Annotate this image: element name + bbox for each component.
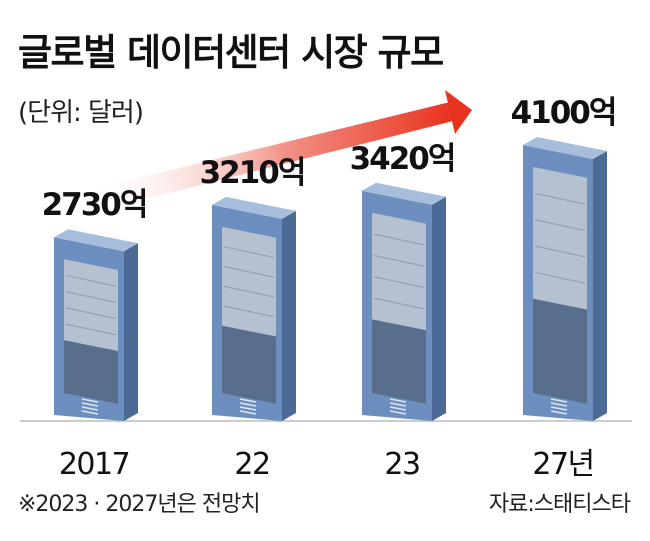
rack-shelf [223, 265, 275, 278]
rack-shelf [534, 219, 586, 232]
value-label-3: 4100억 [511, 95, 616, 131]
source-note: 자료:스태티스타 [488, 492, 631, 517]
footnote: ※2023 · 2027년은 전망치 [18, 492, 261, 517]
category-label-3: 27년 [532, 447, 593, 482]
rack-shelf [65, 291, 117, 303]
rack-side [593, 151, 607, 421]
category-label-0: 2017 [59, 447, 129, 482]
rack-shelf [65, 274, 117, 287]
rack-door-lower [372, 319, 426, 404]
rack-shelf [373, 297, 425, 310]
rack-vent [389, 402, 407, 407]
value-label-2: 3420억 [350, 141, 455, 177]
bar-rack-3 [523, 137, 607, 421]
rack-side [282, 210, 296, 421]
rack-shelf [373, 254, 425, 267]
bar-rack-2 [362, 182, 446, 421]
unit-label: (단위: 달러) [18, 98, 144, 128]
rack-top [523, 137, 607, 159]
category-label-2: 23 [384, 447, 419, 482]
rack-top [54, 229, 138, 252]
bar-rack-1 [212, 196, 296, 421]
rack-vent [389, 410, 407, 415]
bar-rack-0 [54, 229, 138, 421]
rack-shelf [373, 276, 425, 289]
rack-vent [550, 402, 568, 407]
rack-shelf [223, 305, 275, 318]
rack-vent [239, 398, 257, 403]
rack-door-lower [64, 340, 118, 404]
rack-door-glass [372, 212, 426, 331]
value-label-1: 3210억 [200, 155, 305, 191]
category-label-1: 22 [234, 447, 269, 482]
rack-vent [550, 406, 568, 411]
rack-vent [550, 398, 568, 403]
rack-shelf [65, 307, 117, 320]
rack-shelf [534, 245, 586, 258]
rack-vent [389, 398, 407, 403]
rack-door-glass [533, 167, 587, 310]
value-label-0: 2730억 [42, 187, 147, 223]
rack-vent [239, 406, 257, 411]
rack-vent [81, 398, 99, 403]
rack-vent [81, 410, 99, 415]
rack-vent [81, 406, 99, 411]
rack-shelf [223, 285, 275, 298]
rack-vent [550, 410, 568, 415]
rack-door-glass [222, 226, 276, 337]
rack-vent [389, 406, 407, 411]
rack-vent [239, 410, 257, 415]
rack-door-lower [222, 325, 276, 404]
rack-top [362, 182, 446, 205]
chart-title: 글로벌 데이터센터 시장 규모 [18, 31, 444, 74]
rack-shelf [534, 271, 586, 284]
rack-side [432, 196, 446, 421]
rack-door-glass [64, 259, 118, 352]
rack-shelf [534, 192, 586, 205]
rack-vent [239, 402, 257, 407]
rack-side [124, 243, 138, 421]
rack-vent [81, 402, 99, 407]
rack-shelf [373, 233, 425, 246]
trend-arrow [85, 90, 472, 213]
rack-door-lower [533, 298, 587, 404]
rack-shelf [223, 246, 275, 258]
rack-shelf [65, 323, 117, 336]
rack-top [212, 196, 296, 219]
